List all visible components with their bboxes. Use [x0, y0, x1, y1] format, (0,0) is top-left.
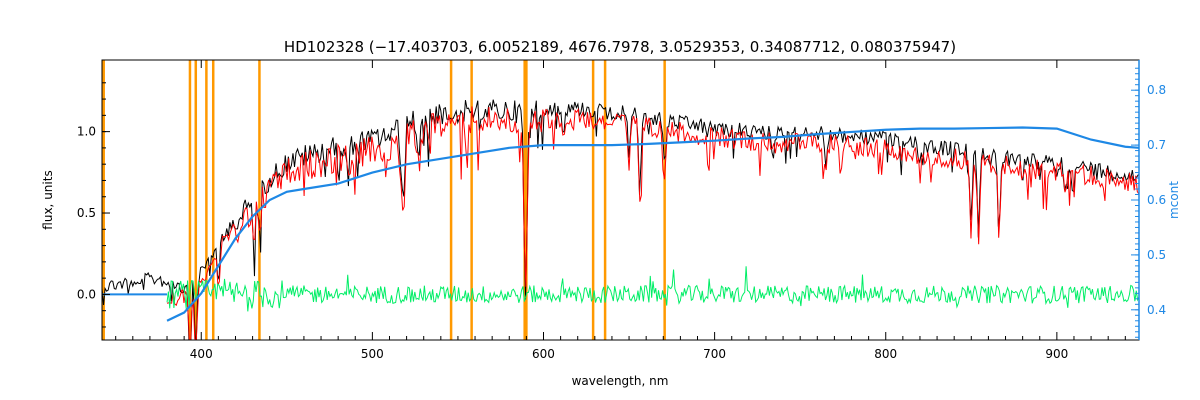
- chart-title: HD102328 (−17.403703, 6.0052189, 4676.79…: [284, 38, 956, 56]
- x-tick-label: 800: [874, 347, 897, 361]
- plot-area: [102, 60, 1139, 340]
- y2-tick-label: 0.5: [1147, 248, 1166, 262]
- residual-line: [166, 266, 1139, 312]
- y2-tick-label: 0.4: [1147, 303, 1166, 317]
- y2-tick-label: 0.7: [1147, 138, 1166, 152]
- y-tick-label: 0.0: [77, 287, 96, 301]
- x-tick-label: 900: [1045, 347, 1068, 361]
- model-spectrum-line: [166, 106, 1139, 340]
- plot-frame: [101, 59, 1140, 341]
- continuum-line: [166, 126, 1139, 322]
- y-tick-label: 1.0: [77, 125, 96, 139]
- observed-spectrum-line: [102, 99, 1139, 340]
- y2-axis-label: mcont: [1167, 181, 1181, 219]
- y-tick-label: 0.5: [77, 206, 96, 220]
- y2-tick-label: 0.8: [1147, 83, 1166, 97]
- y2-tick-label: 0.6: [1147, 193, 1166, 207]
- x-axis-label: wavelength, nm: [572, 374, 669, 388]
- x-tick-label: 700: [703, 347, 726, 361]
- x-tick-label: 600: [532, 347, 555, 361]
- x-tick-label: 500: [361, 347, 384, 361]
- x-tick-label: 400: [190, 347, 213, 361]
- axes: 400 500 600 700 800 900 0.0 0.5 1.0 0.4 0.5 0.6 0.7 0…: [77, 60, 1166, 361]
- y-axis-label: flux, units: [41, 170, 55, 229]
